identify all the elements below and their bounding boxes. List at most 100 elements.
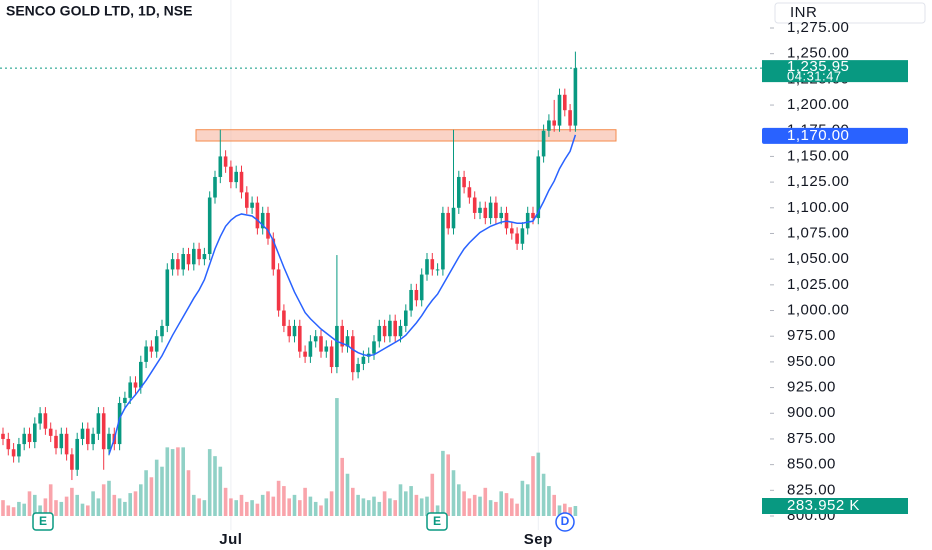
candle-body xyxy=(531,212,535,219)
volume-bar xyxy=(398,484,403,516)
volume-bar xyxy=(393,500,397,516)
y-tick-label: 925.00 xyxy=(787,379,836,396)
candle-body xyxy=(229,166,233,183)
candle-body xyxy=(139,361,143,388)
volume-bar xyxy=(419,498,424,516)
event-marker xyxy=(555,512,575,532)
moving-average xyxy=(108,134,577,455)
volume-bar xyxy=(563,503,567,516)
volume-bar xyxy=(308,496,313,516)
candle-body xyxy=(409,289,413,311)
candle-body xyxy=(33,423,37,443)
candle-body xyxy=(377,325,382,342)
candle-body xyxy=(48,428,53,436)
candle-body xyxy=(207,197,212,255)
volume-bar xyxy=(11,507,16,516)
candle-body xyxy=(308,341,313,357)
candle-body xyxy=(541,130,546,157)
candle-body xyxy=(43,413,48,429)
candle-body xyxy=(340,325,344,347)
candle-body xyxy=(38,413,42,424)
candle-body xyxy=(488,202,493,219)
candle-body xyxy=(176,259,180,270)
volume-bar xyxy=(324,498,329,516)
y-tick-label: 900.00 xyxy=(787,404,836,421)
volume-bar xyxy=(96,498,101,516)
volume-bar xyxy=(64,496,69,516)
volume-bar xyxy=(340,457,344,516)
volume-bar xyxy=(515,503,519,516)
y-tick-label: 1,100.00 xyxy=(787,199,849,216)
volume-bar xyxy=(70,487,74,516)
volume-label: 283.952 K xyxy=(787,497,860,514)
volume-bar xyxy=(520,480,525,516)
candle-body xyxy=(123,397,127,403)
candle-body xyxy=(54,435,58,449)
volume-bar xyxy=(457,484,461,516)
y-tick-label: 1,200.00 xyxy=(787,96,849,113)
candle-body xyxy=(255,202,260,229)
price-label: 1,235.95 xyxy=(787,58,849,75)
volume-bar xyxy=(123,501,127,516)
event-label: E xyxy=(433,514,441,528)
candle-body xyxy=(547,120,551,131)
candle-body xyxy=(186,254,191,265)
volume-bar xyxy=(361,498,366,516)
candle-body xyxy=(345,336,350,347)
y-tick-label: 1,275.00 xyxy=(787,19,849,36)
candle-body xyxy=(329,346,334,368)
volume-bar xyxy=(499,491,503,516)
volume-bar xyxy=(144,470,148,516)
candle-body xyxy=(6,438,11,450)
x-tick-label: Sep xyxy=(524,531,553,548)
volume-bar xyxy=(382,491,387,516)
volume-bar xyxy=(271,496,276,516)
volume-bar xyxy=(425,496,429,516)
candle-body xyxy=(213,176,217,198)
candle-body xyxy=(414,289,419,301)
volume-bar xyxy=(504,493,509,516)
volume-bar xyxy=(239,494,244,516)
candle-body xyxy=(276,269,281,311)
candle-body xyxy=(525,212,530,229)
volume-bar xyxy=(86,505,90,516)
y-tick-label: 1,250.00 xyxy=(787,45,849,62)
volume-bar xyxy=(298,500,302,516)
candle-body xyxy=(80,428,85,439)
candle-body xyxy=(11,449,16,457)
volume-bar xyxy=(107,480,111,516)
y-tick-label: 950.00 xyxy=(787,353,836,370)
volume-bar xyxy=(372,496,376,516)
candle-body xyxy=(128,382,132,398)
candle-body xyxy=(441,212,445,270)
volume-bar xyxy=(552,494,556,516)
volume-bar xyxy=(202,500,207,516)
level-label-box xyxy=(762,127,908,144)
candle-body xyxy=(101,413,106,450)
candle-body xyxy=(515,233,519,244)
volume-bar xyxy=(282,486,286,516)
candle-body xyxy=(70,454,74,470)
candle-body xyxy=(250,202,254,208)
candle-body xyxy=(86,428,90,445)
volume-bar xyxy=(59,501,64,516)
currency: INR xyxy=(790,4,817,21)
candle-body xyxy=(324,346,329,352)
candle-body xyxy=(27,433,32,443)
volume-bar xyxy=(510,498,514,516)
candle-body xyxy=(17,444,21,457)
volume-bar xyxy=(207,449,212,516)
y-tick-label: 850.00 xyxy=(787,456,836,473)
volume-bar xyxy=(329,491,334,516)
volume-bar xyxy=(80,503,85,516)
volume-bar xyxy=(488,500,493,516)
currency-box[interactable] xyxy=(774,2,926,24)
volume-bar xyxy=(165,447,170,516)
volume-bar xyxy=(356,494,360,516)
candle-body xyxy=(552,120,556,126)
candle-body xyxy=(568,110,572,126)
volume-bar xyxy=(351,487,355,516)
volume-bar xyxy=(250,500,254,516)
volume-bar xyxy=(229,498,233,516)
candle-body xyxy=(319,336,323,352)
